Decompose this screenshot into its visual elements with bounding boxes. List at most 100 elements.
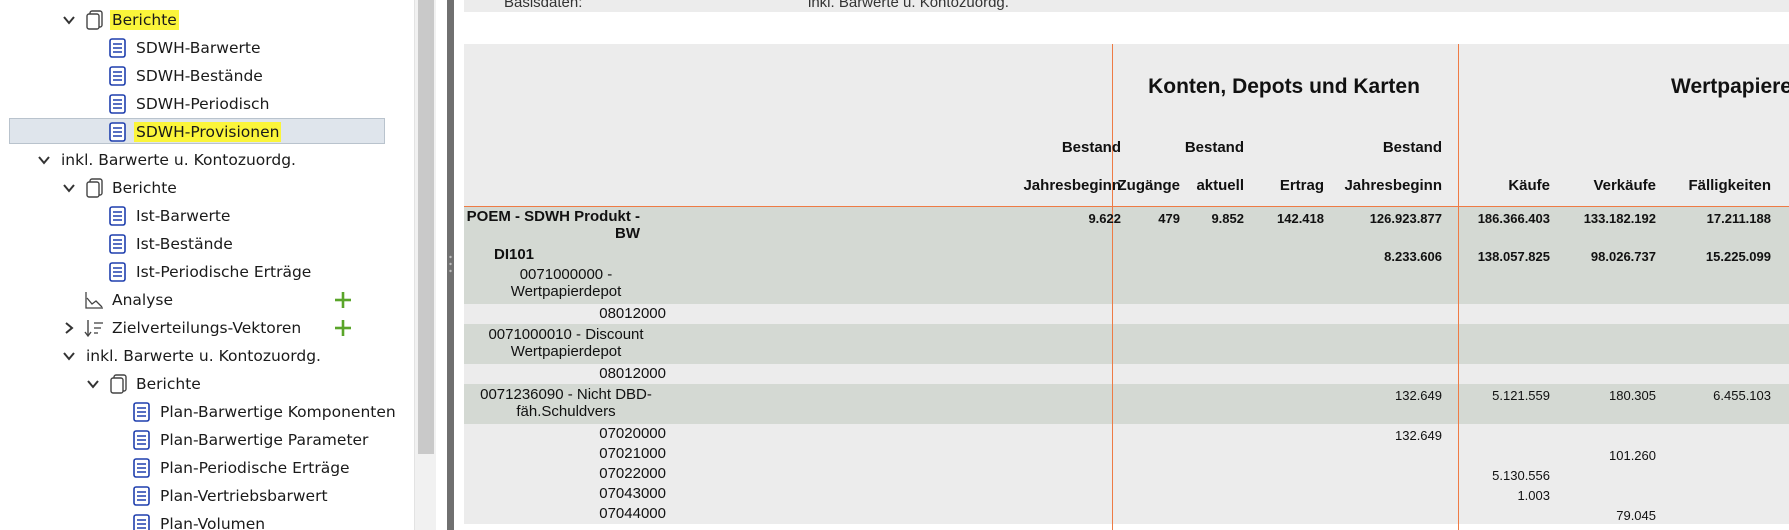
tree-item-label: inkl. Barwerte u. Kontozuordg. — [61, 151, 296, 169]
tree-item-label: SDWH-Provisionen — [134, 122, 282, 142]
report-icon — [108, 93, 128, 115]
table-cell: 479 — [1158, 211, 1180, 226]
column-header: Verkäufe — [1593, 177, 1656, 194]
scrollbar-thumb[interactable] — [418, 0, 434, 454]
report-icon — [132, 485, 152, 507]
chevron-down-icon[interactable] — [37, 153, 51, 167]
column-header: Fälligkeiten — [1688, 177, 1771, 194]
chevron-down-icon[interactable] — [62, 181, 76, 195]
tree-item[interactable]: Plan-Volumen — [110, 510, 267, 530]
tree-item-label: Berichte — [110, 10, 179, 30]
tree-item[interactable]: SDWH-Periodisch — [86, 90, 271, 118]
table-row — [464, 245, 1789, 264]
add-icon[interactable] — [334, 291, 352, 309]
table-cell: 1.003 — [1517, 488, 1550, 503]
table-cell: 5.130.556 — [1492, 468, 1550, 483]
report-folder-icon — [108, 373, 128, 395]
table-cell: 98.026.737 — [1590, 249, 1656, 264]
tree-item[interactable]: Ist-Barwerte — [86, 202, 232, 230]
report-icon — [132, 429, 152, 451]
divider-line — [1112, 44, 1113, 530]
tree-item[interactable]: Plan-Barwertige Komponenten — [110, 398, 398, 426]
row-label: 08012000 — [599, 365, 666, 382]
tree-item-label: Plan-Vertriebsbarwert — [160, 487, 328, 505]
row-label: DI101 — [494, 246, 535, 263]
tree-item-label: Analyse — [112, 291, 174, 309]
table-row — [464, 384, 1789, 424]
tree-item[interactable]: SDWH-Provisionen — [86, 118, 282, 146]
tree-item[interactable]: Berichte — [62, 174, 179, 202]
table-row — [464, 264, 1789, 304]
tree-item[interactable]: SDWH-Barwerte — [86, 34, 263, 62]
chevron-down-icon[interactable] — [62, 13, 76, 27]
tree-item-label: SDWH-Barwerte — [136, 39, 261, 57]
column-subheader: Bestand — [1382, 139, 1442, 156]
sort-vector-icon — [84, 317, 104, 339]
tree-item[interactable]: Plan-Periodische Erträge — [110, 454, 352, 482]
table-row — [464, 324, 1789, 364]
tree-item-label: Zielverteilungs-Vektoren — [112, 319, 302, 337]
tree-item[interactable]: Analyse — [62, 286, 175, 314]
tree-item-label: Ist-Barwerte — [136, 207, 231, 225]
table-row — [464, 304, 1789, 324]
tree-scrollbar[interactable] — [414, 0, 436, 530]
column-header: Jahresbeginn — [1344, 177, 1442, 194]
table-cell: 9.622 — [1088, 211, 1121, 226]
tree-item-label: Plan-Barwertige Komponenten — [160, 403, 396, 421]
tree-item[interactable]: Ist-Bestände — [86, 230, 235, 258]
row-label: 0071236090 - Nicht DBD-fäh.Schuldvers — [480, 386, 652, 420]
tree-item[interactable]: Berichte — [62, 6, 179, 34]
table-row — [464, 444, 1789, 464]
table-cell: 133.182.192 — [1583, 211, 1656, 226]
row-label: 07020000 — [599, 425, 666, 442]
tree-item-label: Berichte — [112, 179, 177, 197]
tree-item-label: Ist-Bestände — [136, 235, 233, 253]
table-cell: 79.045 — [1616, 508, 1656, 523]
chevron-down-icon[interactable] — [62, 349, 76, 363]
report-meta-bar: Basisdaten: inkl. Barwerte u. Kontozuord… — [464, 0, 1789, 12]
report-view: Basisdaten: inkl. Barwerte u. Kontozuord… — [454, 0, 1789, 530]
table-cell: 186.366.403 — [1477, 211, 1550, 226]
tree-item-label: Berichte — [136, 375, 201, 393]
chevron-down-icon[interactable] — [86, 377, 100, 391]
add-icon[interactable] — [334, 319, 352, 337]
row-label: 0071000010 - Discount Wertpapierdepot — [488, 326, 644, 360]
tree-item[interactable]: inkl. Barwerte u. Kontozuordg. — [62, 342, 323, 370]
column-header: Ertrag — [1279, 177, 1324, 194]
tree-item[interactable]: Berichte — [86, 370, 203, 398]
table-row — [464, 464, 1789, 484]
table-cell: 9.852 — [1211, 211, 1244, 226]
chevron-right-icon[interactable] — [62, 321, 76, 335]
tree-item[interactable]: Plan-Vertriebsbarwert — [110, 482, 330, 510]
basisdaten-label: Basisdaten: — [504, 0, 583, 11]
tree-item[interactable]: Zielverteilungs-Vektoren — [62, 314, 303, 342]
table-cell: 6.455.103 — [1713, 388, 1771, 403]
column-header: Käufe — [1508, 177, 1550, 194]
report-icon — [108, 121, 128, 143]
row-label: 0071000000 - Wertpapierdepot — [510, 266, 622, 300]
tree-item[interactable]: Ist-Periodische Erträge — [86, 258, 313, 286]
report-folder-icon — [84, 177, 104, 199]
table-cell: 17.211.188 — [1706, 211, 1771, 226]
report-icon — [132, 457, 152, 479]
table-row — [464, 424, 1789, 444]
table-cell: 101.260 — [1609, 448, 1656, 463]
report-header — [464, 44, 1789, 207]
group-header-wertpapiere: Wertpapiere — [1671, 75, 1789, 98]
basisdaten-value: inkl. Barwerte u. Kontozuordg. — [808, 0, 1009, 11]
column-header: Zugänge — [1117, 177, 1181, 194]
tree-item[interactable]: SDWH-Bestände — [86, 62, 265, 90]
table-cell: 180.305 — [1609, 388, 1656, 403]
tree-item[interactable]: Plan-Barwertige Parameter — [110, 426, 370, 454]
row-label: 07043000 — [599, 485, 666, 502]
splitter-grip-icon[interactable] — [449, 254, 452, 274]
group-header-konten: Konten, Depots und Karten — [1148, 75, 1420, 98]
column-subheader: Bestand — [1184, 139, 1244, 156]
tree-item-label: Ist-Periodische Erträge — [136, 263, 312, 281]
tree-item[interactable]: inkl. Barwerte u. Kontozuordg. — [37, 146, 298, 174]
row-label: 07044000 — [599, 505, 666, 522]
column-header: aktuell — [1196, 177, 1244, 194]
tree-item-label: inkl. Barwerte u. Kontozuordg. — [86, 347, 321, 365]
report-icon — [108, 37, 128, 59]
table-cell: 8.233.606 — [1384, 249, 1442, 264]
